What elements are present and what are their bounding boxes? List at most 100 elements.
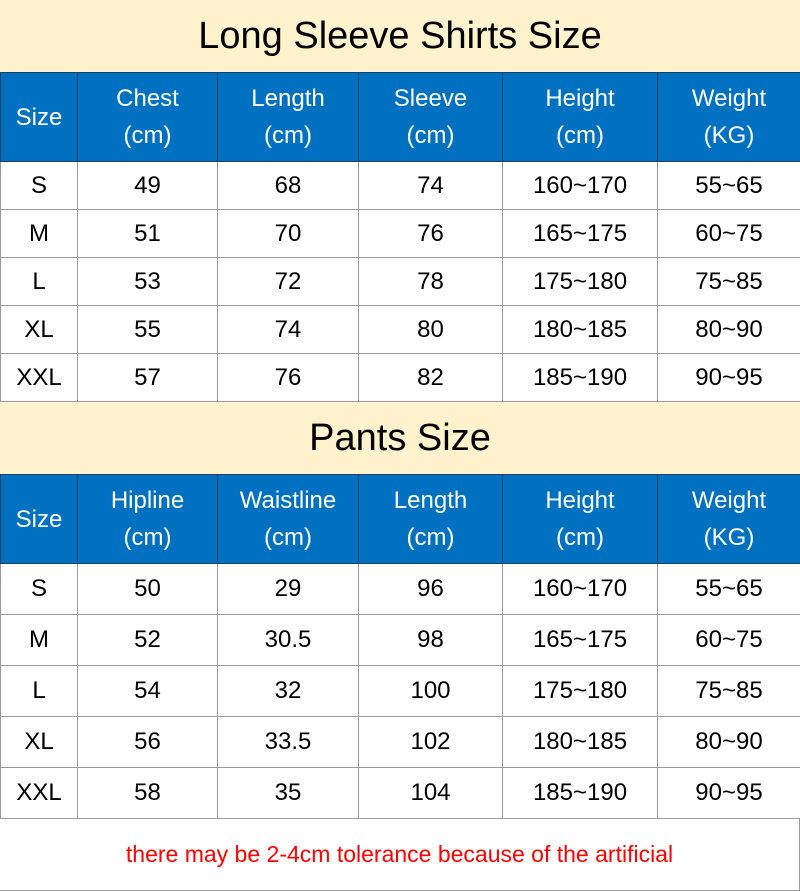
header-label: Height [503,80,657,117]
size-cell: L [1,258,78,306]
value-cell: 30.5 [218,615,359,666]
column-header: Weight(KG) [658,475,800,564]
header-unit: (cm) [503,519,657,556]
column-header: Waistline(cm) [218,475,359,564]
header-label: Weight [658,80,800,117]
value-cell: 68 [218,162,359,210]
header-label: Waistline [218,482,358,519]
pants-title: Pants Size [0,402,800,474]
size-cell: M [1,615,78,666]
header-label: Height [503,482,657,519]
value-cell: 50 [78,564,218,615]
header-unit: (cm) [218,117,358,154]
header-unit: (cm) [78,117,217,154]
header-unit: (cm) [503,117,657,154]
value-cell: 76 [218,354,359,402]
value-cell: 185~190 [503,768,658,819]
header-unit: (cm) [359,519,502,556]
value-cell: 78 [359,258,503,306]
value-cell: 180~185 [503,306,658,354]
column-header: Weight(KG) [658,73,800,162]
value-cell: 90~95 [658,768,800,819]
header-unit: (KG) [658,117,800,154]
value-cell: 185~190 [503,354,658,402]
header-label: Chest [78,80,217,117]
value-cell: 175~180 [503,258,658,306]
column-header: Height(cm) [503,475,658,564]
value-cell: 32 [218,666,359,717]
header-label: Length [359,482,502,519]
column-header: Height(cm) [503,73,658,162]
value-cell: 80 [359,306,503,354]
value-cell: 74 [218,306,359,354]
value-cell: 160~170 [503,564,658,615]
header-label: Weight [658,482,800,519]
value-cell: 74 [359,162,503,210]
size-cell: XXL [1,768,78,819]
size-cell: M [1,210,78,258]
value-cell: 52 [78,615,218,666]
value-cell: 100 [359,666,503,717]
value-cell: 165~175 [503,210,658,258]
value-cell: 35 [218,768,359,819]
column-header: Hipline(cm) [78,475,218,564]
size-cell: XL [1,306,78,354]
value-cell: 90~95 [658,354,800,402]
value-cell: 53 [78,258,218,306]
value-cell: 104 [359,768,503,819]
tolerance-note: there may be 2-4cm tolerance because of … [0,819,800,891]
size-cell: S [1,564,78,615]
value-cell: 72 [218,258,359,306]
header-label: Length [218,80,358,117]
header-unit: (cm) [359,117,502,154]
value-cell: 51 [78,210,218,258]
value-cell: 80~90 [658,306,800,354]
value-cell: 49 [78,162,218,210]
value-cell: 75~85 [658,666,800,717]
column-header: Length(cm) [218,73,359,162]
column-header: Chest(cm) [78,73,218,162]
value-cell: 33.5 [218,717,359,768]
value-cell: 56 [78,717,218,768]
size-cell: XXL [1,354,78,402]
value-cell: 82 [359,354,503,402]
value-cell: 60~75 [658,210,800,258]
size-cell: L [1,666,78,717]
header-label: Size [1,501,77,538]
value-cell: 58 [78,768,218,819]
header-label: Hipline [78,482,217,519]
value-cell: 175~180 [503,666,658,717]
header-label: Size [1,99,77,136]
value-cell: 80~90 [658,717,800,768]
value-cell: 160~170 [503,162,658,210]
header-unit: (cm) [218,519,358,556]
value-cell: 57 [78,354,218,402]
shirts-title: Long Sleeve Shirts Size [0,0,800,72]
value-cell: 98 [359,615,503,666]
column-header: Size [1,475,78,564]
value-cell: 60~75 [658,615,800,666]
value-cell: 76 [359,210,503,258]
value-cell: 96 [359,564,503,615]
header-unit: (cm) [78,519,217,556]
value-cell: 165~175 [503,615,658,666]
column-header: Size [1,73,78,162]
value-cell: 54 [78,666,218,717]
value-cell: 102 [359,717,503,768]
value-cell: 29 [218,564,359,615]
value-cell: 55~65 [658,564,800,615]
value-cell: 55~65 [658,162,800,210]
